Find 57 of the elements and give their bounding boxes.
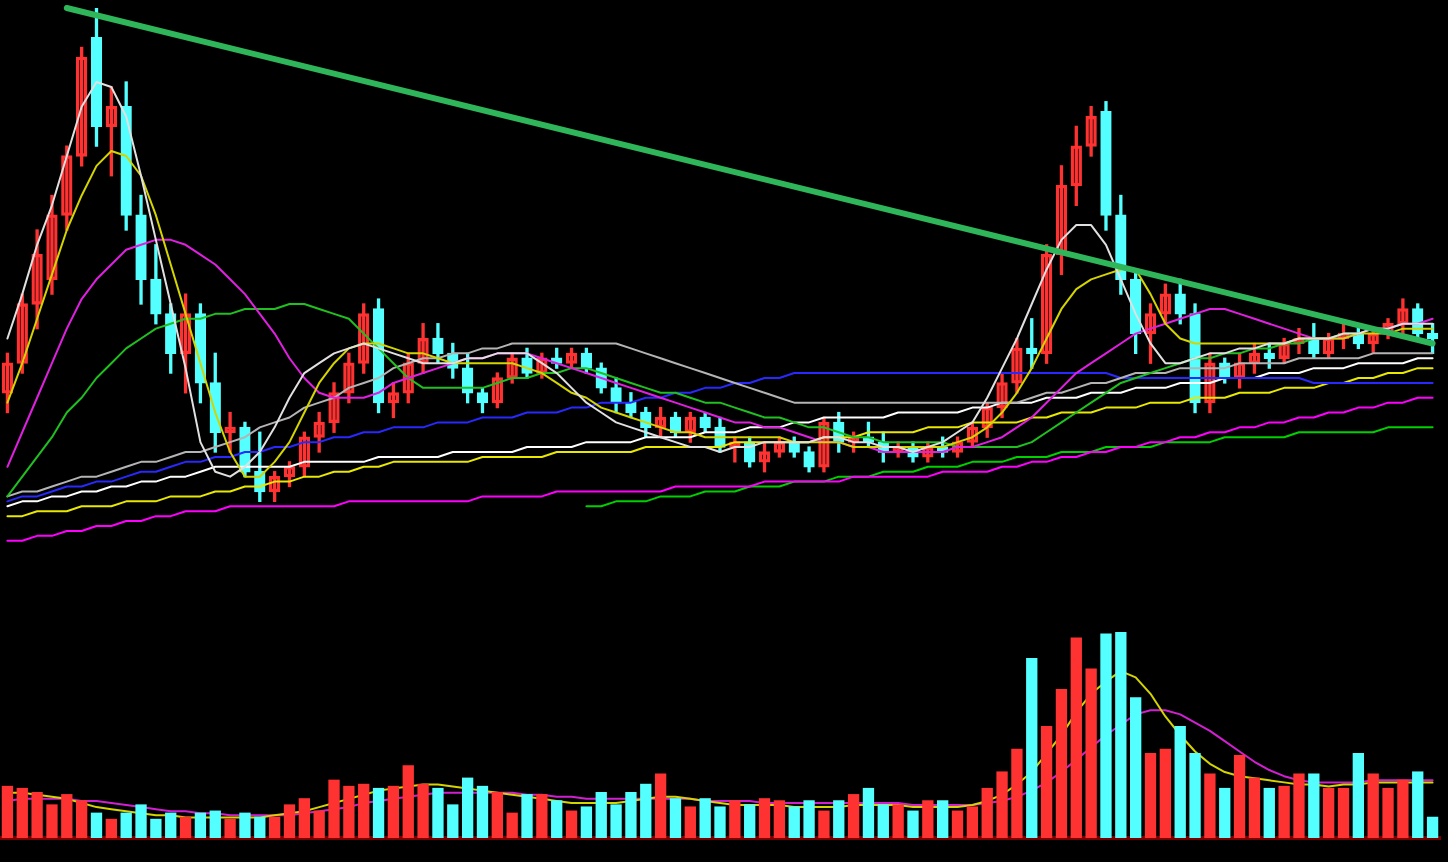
bar <box>833 800 845 838</box>
bar <box>224 818 236 838</box>
bar <box>744 804 756 838</box>
bar <box>1263 787 1275 838</box>
bar <box>1 785 14 838</box>
bar <box>1233 754 1246 838</box>
bar <box>298 798 310 838</box>
bar <box>521 794 533 838</box>
bar <box>1055 689 1068 838</box>
bar <box>937 800 949 838</box>
bar <box>506 812 518 838</box>
bar <box>179 816 192 838</box>
bar <box>105 818 117 838</box>
bar <box>729 800 741 838</box>
bar <box>1204 773 1216 838</box>
bar <box>387 785 400 838</box>
bar <box>209 810 221 838</box>
bar <box>551 800 563 838</box>
bar <box>565 810 578 838</box>
bar <box>1248 777 1261 838</box>
bar <box>1352 752 1365 838</box>
bar <box>580 806 593 838</box>
bar <box>461 777 474 838</box>
bar <box>1130 697 1142 838</box>
bar <box>922 800 934 838</box>
bar <box>951 810 964 838</box>
bar <box>491 792 503 838</box>
bar <box>268 816 281 838</box>
bar <box>847 794 860 838</box>
bar <box>669 798 682 838</box>
bar <box>1337 787 1350 838</box>
bar <box>194 812 207 838</box>
bar <box>684 806 696 838</box>
bar <box>1323 787 1335 838</box>
bar <box>1308 773 1320 838</box>
bar <box>476 785 489 838</box>
bar <box>907 810 919 838</box>
bar <box>1144 752 1157 838</box>
bar <box>1426 816 1439 838</box>
bar <box>90 812 103 838</box>
bar <box>1219 787 1231 838</box>
bar <box>877 804 889 838</box>
bar <box>966 806 979 838</box>
bar <box>818 810 830 838</box>
bar <box>654 773 667 838</box>
bar <box>1159 748 1172 838</box>
bar <box>283 804 296 838</box>
bar <box>862 787 875 838</box>
bar <box>75 800 88 838</box>
bar <box>758 798 771 838</box>
bar <box>1040 726 1053 838</box>
bar <box>1412 771 1424 838</box>
bar <box>372 787 385 838</box>
bar <box>1026 658 1038 838</box>
bar <box>892 804 904 838</box>
bar <box>536 794 548 838</box>
bar <box>773 800 786 838</box>
